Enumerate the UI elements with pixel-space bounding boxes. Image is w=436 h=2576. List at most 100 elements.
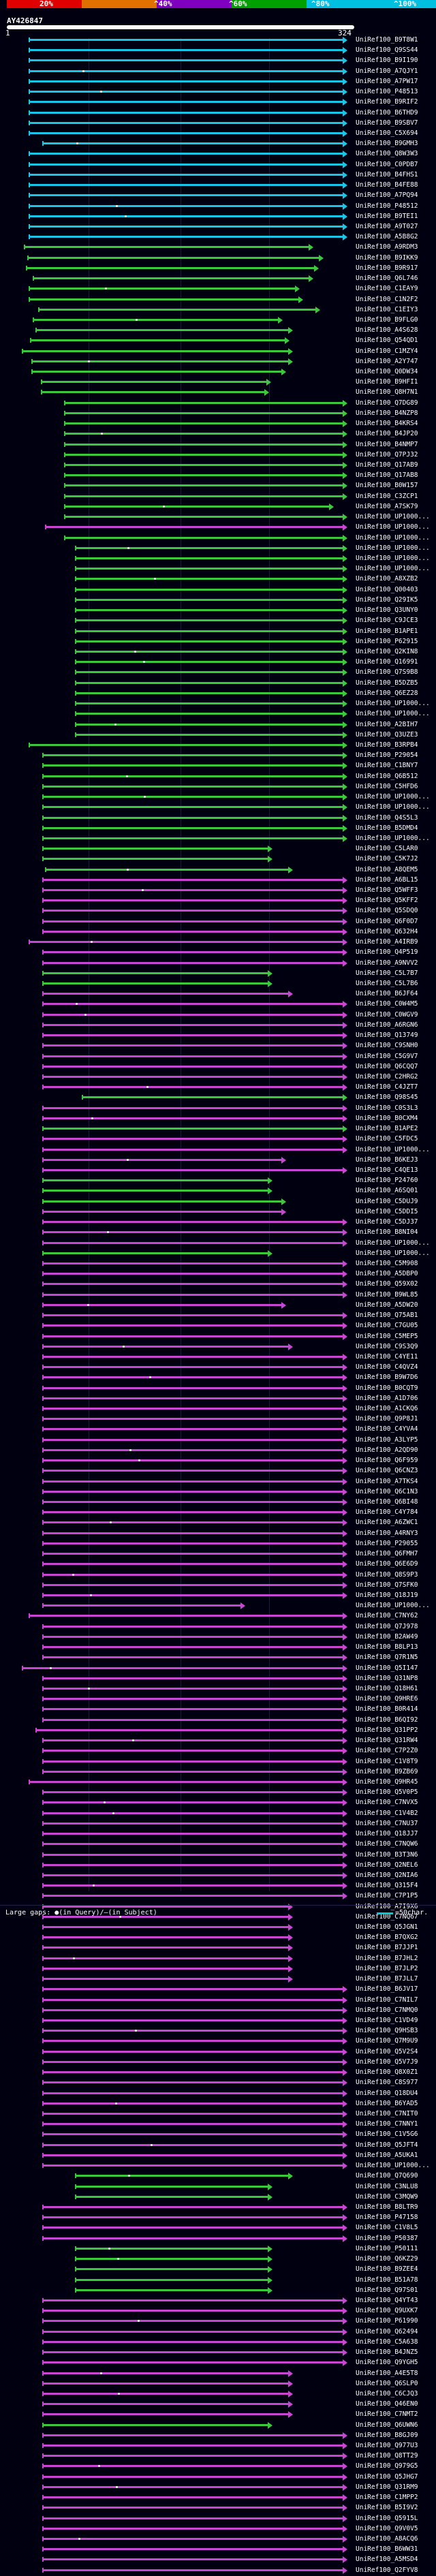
hit-bar[interactable] [42, 1459, 343, 1462]
hit-bar[interactable] [42, 993, 289, 995]
hit-bar[interactable] [29, 298, 299, 300]
hit-row[interactable]: UniRef100_Q4S5L3 [0, 813, 436, 824]
hit-row[interactable]: UniRef100_Q5915L [0, 2514, 436, 2524]
hit-bar[interactable] [42, 1833, 343, 1835]
hit-row[interactable]: UniRef100_Q6EZ28 [0, 689, 436, 699]
hit-bar[interactable] [42, 2496, 343, 2499]
hit-label-link[interactable]: UniRef100_B8NI04 [356, 1228, 418, 1237]
hit-row[interactable]: UniRef100_UP1000... [0, 512, 436, 523]
hit-label-link[interactable]: UniRef100_A2BIH7 [356, 720, 418, 728]
hit-row[interactable]: UniRef100_C7NU37 [0, 1819, 436, 1829]
hit-row[interactable]: UniRef100_Q18JJ7 [0, 1829, 436, 1840]
hit-bar[interactable] [42, 1926, 289, 1929]
hit-bar[interactable] [42, 2392, 289, 2395]
hit-label-link[interactable]: UniRef100_B7JJP1 [356, 1944, 418, 1952]
hit-row[interactable]: UniRef100_Q98S45 [0, 1093, 436, 1103]
hit-label-link[interactable]: UniRef100_Q5JHG7 [356, 2472, 418, 2481]
hit-bar[interactable] [42, 1190, 268, 1192]
hit-label-link[interactable]: UniRef100_UP1000... [356, 834, 430, 842]
hit-row[interactable]: UniRef100_A9T027 [0, 222, 436, 232]
hit-bar[interactable] [45, 868, 289, 871]
hit-row[interactable]: UniRef100_C9SNH0 [0, 1041, 436, 1051]
hit-bar[interactable] [42, 754, 343, 757]
hit-label-link[interactable]: UniRef100_Q977U3 [356, 2442, 418, 2450]
hit-bar[interactable] [42, 1480, 343, 1483]
hit-label-link[interactable]: UniRef100_C1V4B2 [356, 1809, 418, 1817]
hit-row[interactable]: UniRef100_Q31PP2 [0, 1726, 436, 1736]
hit-row[interactable]: UniRef100_Q18J19 [0, 1591, 436, 1601]
hit-label-link[interactable]: UniRef100_A9RDM3 [356, 243, 418, 251]
hit-row[interactable]: UniRef100_C4JZT7 [0, 1083, 436, 1093]
hit-bar[interactable] [42, 1303, 282, 1306]
hit-label-link[interactable]: UniRef100_Q2NEL6 [356, 1861, 418, 1869]
hit-row[interactable]: UniRef100_B9IKK9 [0, 253, 436, 264]
hit-bar[interactable] [42, 858, 268, 860]
hit-row[interactable]: UniRef100_B3RPB4 [0, 741, 436, 751]
hit-bar[interactable] [29, 163, 343, 166]
hit-bar[interactable] [42, 2299, 343, 2301]
hit-label-link[interactable]: UniRef100_Q18H61 [356, 1684, 418, 1692]
hit-row[interactable]: UniRef100_P50387 [0, 2234, 436, 2244]
hit-label-link[interactable]: UniRef100_B1APE1 [356, 627, 418, 635]
hit-label-link[interactable]: UniRef100_B9W7D6 [356, 1374, 418, 1382]
hit-row[interactable]: UniRef100_C5G9V7 [0, 1052, 436, 1062]
hit-row[interactable]: UniRef100_UP1000... [0, 1249, 436, 1259]
hit-bar[interactable] [30, 339, 285, 342]
hit-label-link[interactable]: UniRef100_B6JF64 [356, 990, 418, 998]
hit-label-link[interactable]: UniRef100_C7P1P5 [356, 1892, 418, 1900]
hit-label-link[interactable]: UniRef100_B9I190 [356, 57, 418, 65]
hit-row[interactable]: UniRef100_B9I190 [0, 56, 436, 66]
hit-bar[interactable] [29, 225, 343, 228]
hit-bar[interactable] [42, 2527, 343, 2530]
hit-label-link[interactable]: UniRef100_C0W4M5 [356, 1000, 418, 1008]
hit-bar[interactable] [42, 1470, 343, 1472]
hit-bar[interactable] [64, 505, 330, 508]
hit-label-link[interactable]: UniRef100_C0S3L3 [356, 1104, 418, 1112]
hit-bar[interactable] [75, 578, 343, 580]
hit-bar[interactable] [64, 422, 343, 425]
hit-row[interactable]: UniRef100_B1APE1 [0, 627, 436, 637]
hit-bar[interactable] [29, 69, 343, 72]
hit-label-link[interactable]: UniRef100_UP1000... [356, 710, 430, 718]
hit-label-link[interactable]: UniRef100_Q6BI48 [356, 1498, 418, 1506]
hit-bar[interactable] [42, 2081, 343, 2084]
hit-label-link[interactable]: UniRef100_Q9UXK7 [356, 2307, 418, 2315]
hit-label-link[interactable]: UniRef100_UP1000... [356, 793, 430, 801]
hit-bar[interactable] [42, 2092, 343, 2094]
hit-row[interactable]: UniRef100_C0S3L3 [0, 1104, 436, 1114]
hit-bar[interactable] [42, 1003, 343, 1006]
hit-row[interactable]: UniRef100_Q5V7J9 [0, 2058, 436, 2068]
hit-row[interactable]: UniRef100_Q6E6D9 [0, 1559, 436, 1570]
hit-label-link[interactable]: UniRef100_UP1000... [356, 2162, 430, 2170]
hit-bar[interactable] [42, 1532, 343, 1534]
hit-label-link[interactable]: UniRef100_B6YAD5 [356, 2099, 418, 2107]
hit-row[interactable]: UniRef100_A3LYP5 [0, 1436, 436, 1446]
hit-bar[interactable] [42, 2320, 343, 2323]
hit-label-link[interactable]: UniRef100_B8GJ09 [356, 2431, 418, 2439]
hit-row[interactable]: UniRef100_C0W4M5 [0, 999, 436, 1010]
hit-row[interactable]: UniRef100_Q9UXK7 [0, 2306, 436, 2316]
hit-label-link[interactable]: UniRef100_Q7PJ32 [356, 450, 418, 459]
hit-label-link[interactable]: UniRef100_C5M908 [356, 1259, 418, 1267]
hit-row[interactable]: UniRef100_A1D706 [0, 1394, 436, 1404]
hit-label-link[interactable]: UniRef100_UP1000... [356, 803, 430, 811]
hit-label-link[interactable]: UniRef100_A7TKS4 [356, 1477, 418, 1485]
hit-bar[interactable] [42, 1760, 343, 1763]
hit-row[interactable]: UniRef100_C7NQ67 [0, 1912, 436, 1923]
hit-row[interactable]: UniRef100_C7NY62 [0, 1611, 436, 1621]
hit-label-link[interactable]: UniRef100_Q46EN0 [356, 2400, 418, 2408]
hit-row[interactable]: UniRef100_UP1000... [0, 834, 436, 844]
hit-bar[interactable] [29, 173, 343, 176]
hit-row[interactable]: UniRef100_Q6F959 [0, 1456, 436, 1466]
hit-row[interactable]: UniRef100_Q6B512 [0, 772, 436, 782]
hit-row[interactable]: UniRef100_Q7S9B8 [0, 668, 436, 678]
hit-label-link[interactable]: UniRef100_Q17AB8 [356, 471, 418, 480]
hit-row[interactable]: UniRef100_UP1000... [0, 1239, 436, 1249]
hit-label-link[interactable]: UniRef100_A4E5T8 [356, 2369, 418, 2377]
hit-bar[interactable] [33, 318, 279, 321]
hit-bar[interactable] [41, 391, 265, 394]
hit-label-link[interactable]: UniRef100_P29055 [356, 1539, 418, 1547]
hit-label-link[interactable]: UniRef100_Q5WFF3 [356, 886, 418, 895]
hit-row[interactable]: UniRef100_A6SQ01 [0, 1186, 436, 1196]
hit-row[interactable]: UniRef100_C7GU05 [0, 1321, 436, 1331]
